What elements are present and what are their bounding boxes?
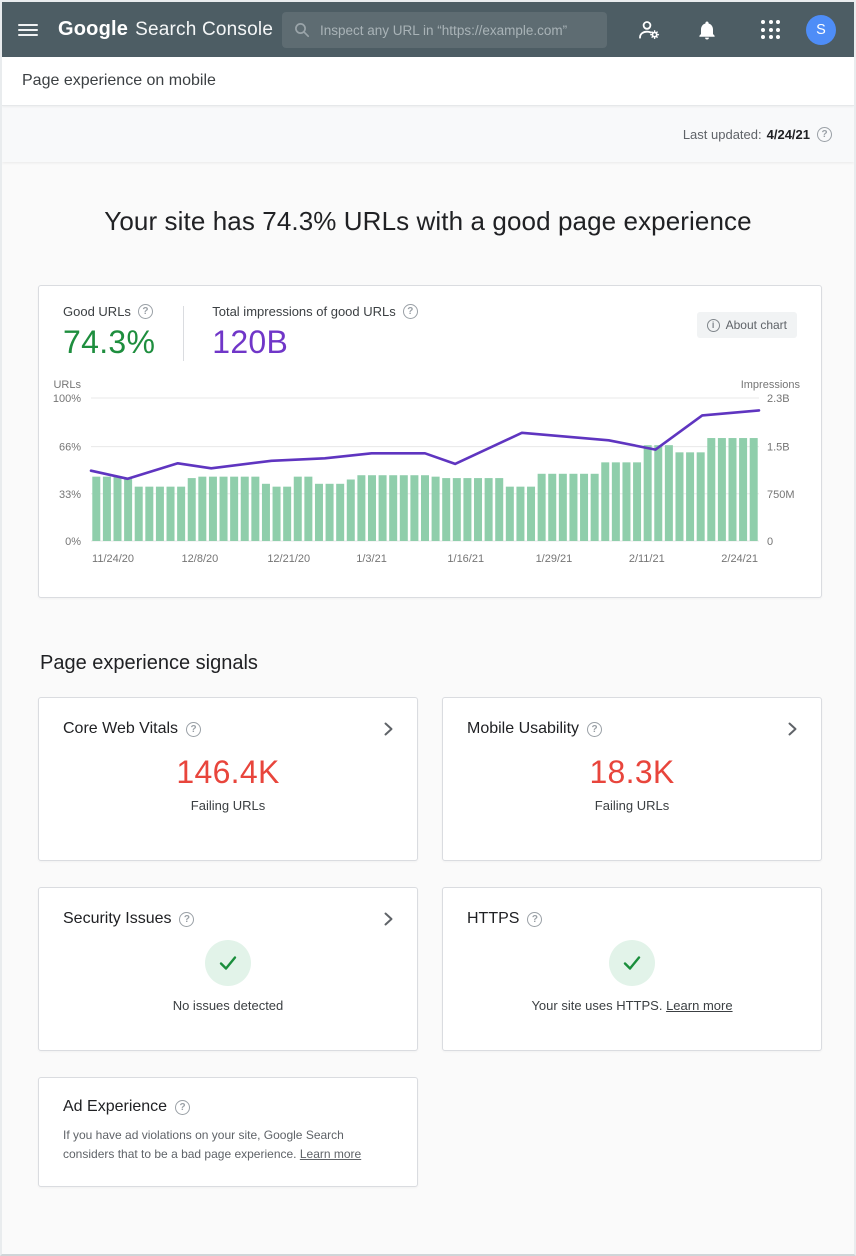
mobile-usability-card[interactable]: Mobile Usability 18.3K Failing URLs [442, 697, 822, 861]
https-title: HTTPS [467, 910, 520, 927]
main-content: Your site has 74.3% URLs with a good pag… [2, 162, 854, 1231]
security-issues-caption: No issues detected [172, 998, 284, 1013]
svg-text:2/11/21: 2/11/21 [629, 553, 665, 565]
svg-text:11/24/20: 11/24/20 [92, 553, 134, 565]
good-urls-help-icon[interactable] [137, 304, 153, 319]
good-urls-label: Good URLs [63, 304, 131, 319]
app-logo[interactable]: Google Search Console [58, 18, 273, 41]
core-web-vitals-caption: Failing URLs [190, 798, 266, 813]
menu-icon[interactable] [18, 23, 38, 36]
user-settings-icon[interactable] [637, 18, 661, 42]
ad-experience-help-icon[interactable] [175, 1099, 191, 1115]
https-learn-more-link[interactable]: Learn more [666, 998, 733, 1013]
impressions-value: 120B [212, 324, 289, 360]
svg-text:2/24/21: 2/24/21 [721, 553, 758, 565]
svg-text:66%: 66% [59, 442, 81, 454]
about-chart-label: About chart [725, 318, 787, 332]
security-issues-card[interactable]: Security Issues No issues detected [38, 887, 418, 1051]
mobile-usability-caption: Failing URLs [594, 798, 670, 813]
impressions-label: Total impressions of good URLs [212, 304, 396, 319]
ad-experience-body: If you have ad violations on your site, … [63, 1128, 362, 1161]
mobile-usability-help-icon[interactable] [587, 721, 603, 737]
ad-experience-card[interactable]: Ad Experience If you have ad violations … [38, 1077, 418, 1187]
svg-text:12/21/20: 12/21/20 [267, 553, 310, 565]
core-web-vitals-value: 146.4K [176, 754, 280, 790]
page-title: Your site has 74.3% URLs with a good pag… [104, 206, 752, 236]
url-inspect-input[interactable] [320, 22, 595, 38]
svg-text:1.5B: 1.5B [767, 442, 790, 454]
svg-text:URLs: URLs [53, 379, 81, 391]
last-updated-date: 4/24/21 [766, 126, 810, 142]
logo-search-console: Search Console [135, 19, 274, 40]
ad-experience-title: Ad Experience [63, 1098, 168, 1115]
chart-stats-row: Good URLs 74.3% Total impressions of goo… [39, 304, 821, 361]
svg-text:1/16/21: 1/16/21 [447, 553, 484, 565]
search-icon [295, 23, 310, 38]
https-caption: Your site uses HTTPS. Learn more [531, 998, 733, 1013]
good-urls-stat: Good URLs 74.3% [63, 304, 155, 361]
impressions-help-icon[interactable] [402, 304, 418, 319]
signals-heading: Page experience signals [40, 652, 258, 674]
experience-chart[interactable]: 100% 2.3B 66% 1.5B 33% 750M 0% 0 URLs Impressions… [39, 375, 821, 587]
mobile-usability-title: Mobile Usability [467, 720, 580, 737]
svg-text:100%: 100% [53, 393, 81, 405]
last-updated-help-icon[interactable] [817, 126, 832, 142]
info-icon [706, 318, 720, 332]
about-chart-button[interactable]: About chart [696, 312, 797, 338]
chevron-right-icon[interactable] [384, 912, 393, 926]
avatar[interactable]: S [806, 14, 836, 45]
signals-grid: Core Web Vitals 146.4K Failing URLs Mobi… [38, 697, 822, 1231]
url-inspect-searchbox[interactable] [282, 12, 607, 48]
svg-text:2.3B: 2.3B [767, 393, 790, 405]
core-web-vitals-title: Core Web Vitals [63, 720, 179, 737]
last-updated-bar: Last updated: 4/24/21 [2, 106, 854, 162]
breadcrumb: Page experience on mobile [22, 72, 216, 89]
svg-text:1/29/21: 1/29/21 [536, 553, 573, 565]
svg-text:0%: 0% [65, 536, 81, 548]
chevron-right-icon[interactable] [788, 722, 797, 736]
last-updated-label: Last updated: [682, 126, 762, 142]
notifications-bell-icon[interactable] [695, 18, 719, 42]
apps-grid-icon[interactable] [761, 20, 780, 39]
logo-google: Google [58, 18, 129, 40]
ad-experience-learn-more-link[interactable]: Learn more [299, 1146, 362, 1161]
svg-text:750M: 750M [767, 489, 795, 501]
mobile-usability-value: 18.3K [589, 754, 675, 790]
security-issues-help-icon[interactable] [179, 911, 195, 927]
https-card[interactable]: HTTPS Your site uses HTTPS. Learn more [442, 887, 822, 1051]
good-urls-value: 74.3% [63, 324, 156, 360]
svg-text:1/3/21: 1/3/21 [356, 553, 387, 565]
core-web-vitals-help-icon[interactable] [186, 721, 202, 737]
svg-text:12/8/20: 12/8/20 [182, 553, 219, 565]
app-bar: Google Search Console S [2, 2, 854, 57]
svg-text:0: 0 [767, 536, 773, 548]
chevron-right-icon[interactable] [384, 722, 393, 736]
success-check-icon [609, 940, 655, 986]
stats-divider [183, 306, 185, 361]
overview-chart-card: Good URLs 74.3% Total impressions of goo… [38, 285, 822, 598]
core-web-vitals-card[interactable]: Core Web Vitals 146.4K Failing URLs [38, 697, 418, 861]
breadcrumb-bar: Page experience on mobile [2, 57, 854, 106]
svg-text:33%: 33% [59, 489, 81, 501]
security-issues-title: Security Issues [63, 910, 172, 927]
impressions-stat: Total impressions of good URLs 120B [212, 304, 418, 361]
success-check-icon [205, 940, 251, 986]
https-help-icon[interactable] [527, 911, 543, 927]
svg-text:Impressions: Impressions [741, 379, 801, 391]
